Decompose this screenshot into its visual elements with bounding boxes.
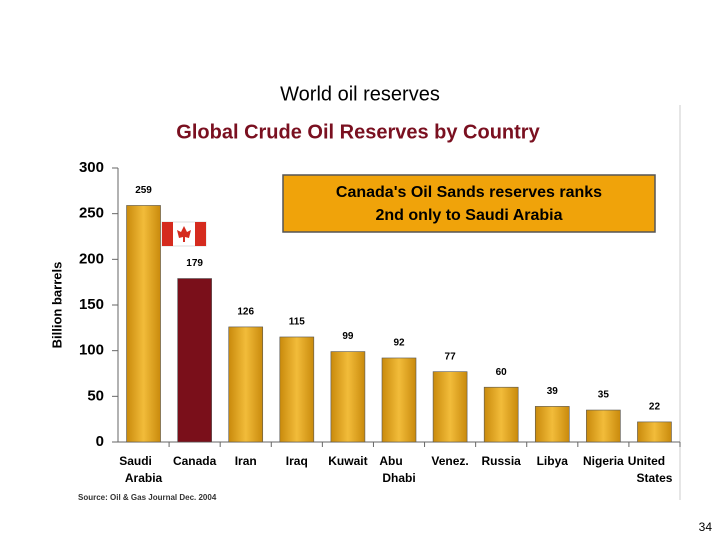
bar (177, 278, 212, 443)
y-tick-label: 0 (96, 433, 104, 450)
x-tick-label: Libya (537, 454, 569, 468)
bar (534, 406, 570, 443)
chart-title: Global Crude Oil Reserves by Country (176, 121, 540, 143)
value-label: 22 (649, 402, 661, 413)
canada-flag (161, 221, 207, 247)
value-label: 99 (342, 331, 354, 342)
x-tick-label: Saudi Arabia (119, 454, 162, 485)
y-tick-label: 150 (79, 296, 104, 313)
annotation-box (282, 174, 656, 233)
bar (432, 371, 468, 443)
bar (330, 351, 366, 443)
y-tick-label: 200 (79, 250, 104, 267)
bar (637, 421, 672, 443)
page-number: 34 (699, 520, 713, 534)
value-label: 35 (598, 390, 610, 401)
bar (483, 386, 519, 443)
x-tick-label: Russia (482, 454, 522, 468)
value-label: 60 (496, 367, 508, 378)
x-tick-label: Nigeria (583, 454, 624, 468)
x-tick-label: United States (628, 454, 673, 485)
value-label: 92 (393, 338, 405, 349)
source: Source: Oil & Gas Journal Dec. 2004 (78, 493, 217, 502)
value-label: 77 (445, 351, 457, 362)
value-label: 179 (186, 258, 203, 269)
y-tick-label: 250 (79, 205, 104, 222)
value-label: 126 (237, 307, 254, 318)
x-tick-label: Venez. (431, 454, 468, 468)
bar (586, 409, 621, 443)
value-label: 259 (135, 185, 152, 196)
bar (126, 205, 161, 443)
x-tick-label: Canada (173, 454, 217, 468)
x-tick-label: Kuwait (328, 454, 367, 468)
value-label: 39 (547, 386, 559, 397)
slide-title: World oil reserves (280, 83, 440, 105)
annotation-line: Canada's Oil Sands reserves ranks (336, 184, 602, 201)
bar (228, 326, 264, 443)
y-axis-label: Billion barrels (49, 262, 64, 349)
y-tick-label: 300 (79, 159, 104, 176)
x-tick-label: Abu Dhabi (379, 454, 415, 485)
x-tick-label: Iraq (286, 454, 308, 468)
annotation-line: 2nd only to Saudi Arabia (376, 207, 563, 224)
bar (279, 336, 315, 443)
y-tick-label: 100 (79, 342, 104, 359)
bar (381, 357, 417, 443)
y-tick-label: 50 (87, 387, 104, 404)
value-label: 115 (289, 317, 306, 328)
x-tick-label: Iran (235, 454, 257, 468)
